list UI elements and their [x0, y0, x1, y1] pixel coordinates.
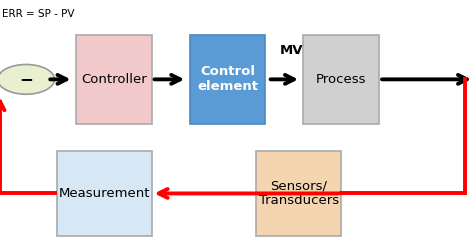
Text: Controller: Controller: [81, 73, 146, 86]
Text: ERR = SP - PV: ERR = SP - PV: [2, 9, 75, 19]
Text: Sensors/
Transducers: Sensors/ Transducers: [258, 180, 339, 207]
Circle shape: [0, 64, 55, 94]
Text: Control
element: Control element: [197, 65, 258, 93]
Text: −: −: [19, 70, 33, 88]
FancyBboxPatch shape: [303, 35, 379, 124]
FancyBboxPatch shape: [76, 35, 152, 124]
FancyBboxPatch shape: [190, 35, 265, 124]
Text: MV: MV: [280, 44, 303, 57]
Text: Measurement: Measurement: [58, 187, 150, 200]
FancyBboxPatch shape: [256, 151, 341, 236]
Text: Process: Process: [316, 73, 366, 86]
FancyBboxPatch shape: [57, 151, 152, 236]
